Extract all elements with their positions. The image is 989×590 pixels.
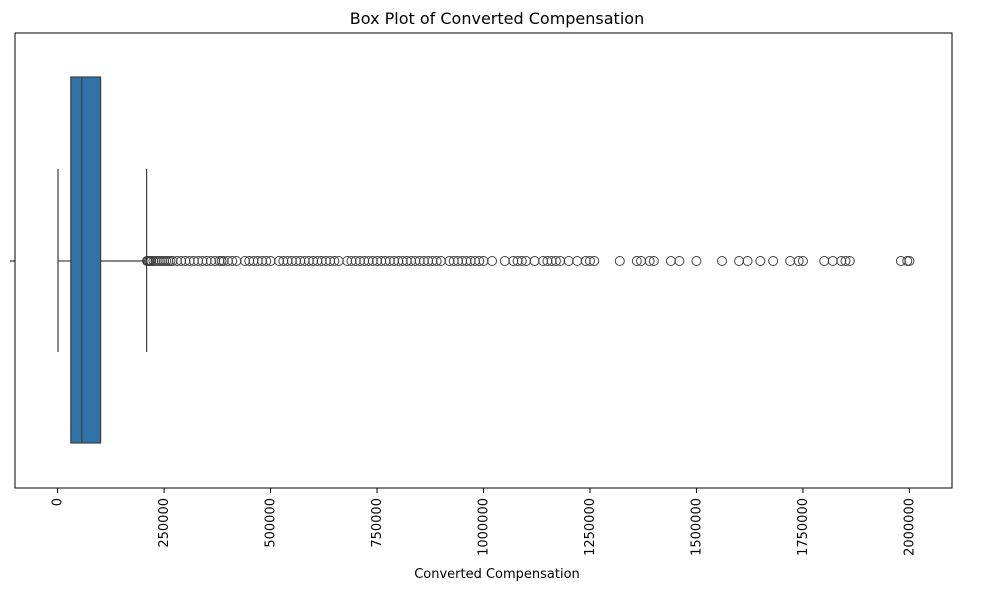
outlier-point — [674, 256, 685, 266]
outlier-point — [819, 256, 830, 266]
outlier-point — [902, 256, 913, 266]
x-tick-label: 1000000 — [477, 498, 492, 556]
outlier-point — [261, 256, 272, 266]
outlier-point — [827, 256, 838, 266]
x-tick-label: 2000000 — [902, 498, 917, 556]
outlier-point — [487, 256, 498, 266]
outlier-point — [572, 256, 583, 266]
box-group — [57, 76, 148, 444]
x-tick-label: 750000 — [370, 498, 385, 548]
outlier-point — [755, 256, 766, 266]
x-axis: 0 250000 500000 750000 1000000 1250000 1500000… — [51, 488, 917, 556]
outlier-group — [142, 256, 915, 266]
outlier-point — [499, 256, 510, 266]
outlier-point — [644, 256, 655, 266]
outlier-point — [797, 256, 808, 266]
x-tick-label: 1250000 — [583, 498, 598, 556]
x-tick-label: 500000 — [264, 498, 279, 548]
outlier-point — [431, 256, 442, 266]
outlier-point — [844, 256, 855, 266]
iqr-box — [70, 76, 102, 444]
outlier-point — [516, 256, 527, 266]
x-tick-label: 250000 — [157, 498, 172, 548]
outlier-point — [665, 256, 676, 266]
outlier-point — [904, 256, 915, 266]
outlier-point — [648, 256, 659, 266]
outlier-point — [474, 256, 485, 266]
outlier-point — [329, 256, 340, 266]
x-tick-label: 1500000 — [689, 498, 704, 556]
outlier-point — [768, 256, 779, 266]
outlier-point — [563, 256, 574, 266]
x-axis-label: Converted Compensation — [414, 567, 580, 582]
outlier-point — [589, 256, 600, 266]
outlier-point — [691, 256, 702, 266]
outlier-point — [793, 256, 804, 266]
x-tick-label: 0 — [51, 498, 66, 506]
outlier-point — [717, 256, 728, 266]
outlier-point — [529, 256, 540, 266]
chart-title: Box Plot of Converted Compensation — [350, 9, 644, 28]
outlier-point — [550, 256, 561, 266]
x-tick-label: 1750000 — [796, 498, 811, 556]
outlier-point — [227, 256, 238, 266]
outlier-point — [840, 256, 851, 266]
outlier-point — [734, 256, 745, 266]
outlier-point — [584, 256, 595, 266]
outlier-point — [785, 256, 796, 266]
outlier-point — [631, 256, 642, 266]
outlier-point — [742, 256, 753, 266]
outlier-point — [614, 256, 625, 266]
